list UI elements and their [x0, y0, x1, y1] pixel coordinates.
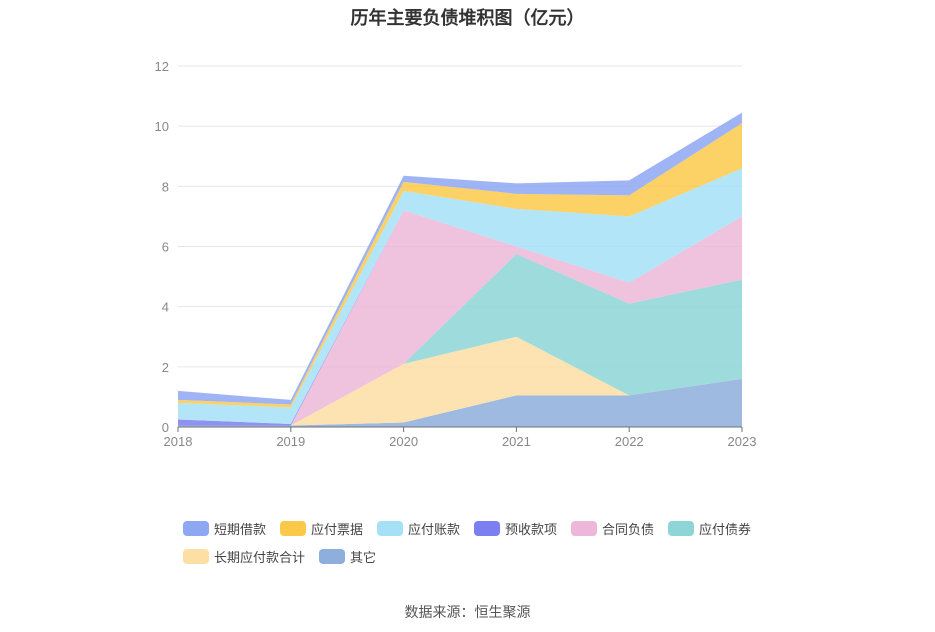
- series-area[interactable]: [178, 210, 742, 426]
- source-note: 数据来源：恒生聚源: [404, 604, 531, 620]
- x-tick-label: 2023: [728, 434, 757, 449]
- legend-item-contract-liabilities[interactable]: 合同负债: [571, 519, 654, 538]
- legend-swatch: [668, 521, 694, 536]
- legend-label: 其它: [350, 550, 377, 565]
- legend-swatch: [474, 521, 500, 536]
- y-tick-label: 2: [162, 360, 169, 375]
- legend-swatch: [571, 521, 597, 536]
- stacked-area-chart: 0 2 4 6 8 10 12 2018 2019 2020 2021 2022 2023: [155, 59, 757, 449]
- legend-item-other[interactable]: 其它: [319, 547, 376, 566]
- legend-item-accounts-payable[interactable]: 应付账款: [377, 519, 460, 538]
- legend-label: 应付债券: [699, 522, 752, 537]
- y-tick-label: 6: [162, 240, 169, 255]
- legend-swatch: [377, 521, 403, 536]
- x-tick-label: 2018: [164, 434, 193, 449]
- legend-swatch: [183, 521, 209, 536]
- x-tick-label: 2022: [615, 434, 644, 449]
- legend-swatch: [319, 549, 345, 564]
- y-tick-label: 8: [162, 179, 169, 194]
- legend-swatch: [280, 521, 306, 536]
- axes: 0 2 4 6 8 10 12 2018 2019 2020 2021 2022 2023: [155, 59, 757, 449]
- legend-item-short-term-loans[interactable]: 短期借款: [183, 519, 266, 538]
- series-area[interactable]: [178, 378, 742, 427]
- series-area[interactable]: [178, 336, 742, 426]
- y-tick-label: 10: [155, 119, 169, 134]
- legend-item-advance-receipts[interactable]: 预收款项: [474, 519, 557, 538]
- legend-swatch: [183, 549, 209, 564]
- series-area[interactable]: [178, 112, 742, 405]
- legend-item-notes-payable[interactable]: 应付票据: [280, 519, 363, 538]
- series-areas: [178, 112, 742, 427]
- legend-label: 预收款项: [505, 522, 558, 537]
- legend-item-bonds-payable[interactable]: 应付债券: [668, 519, 751, 538]
- x-tick-label: 2019: [276, 434, 305, 449]
- series-area[interactable]: [178, 168, 742, 424]
- y-tick-label: 0: [162, 420, 169, 435]
- legend-label: 长期应付款合计: [214, 550, 306, 565]
- chart-title: 历年主要负债堆积图（亿元）: [350, 8, 585, 28]
- y-tick-label: 4: [162, 300, 169, 315]
- legend-label: 应付账款: [408, 522, 461, 537]
- legend-label: 应付票据: [311, 522, 364, 537]
- series-area[interactable]: [178, 254, 742, 426]
- legend-item-long-term-payables[interactable]: 长期应付款合计: [183, 547, 305, 566]
- x-tick-label: 2020: [389, 434, 418, 449]
- legend-label: 合同负债: [602, 522, 655, 537]
- legend-label: 短期借款: [214, 522, 267, 537]
- y-tick-label: 12: [155, 59, 169, 74]
- x-tick-label: 2021: [502, 434, 531, 449]
